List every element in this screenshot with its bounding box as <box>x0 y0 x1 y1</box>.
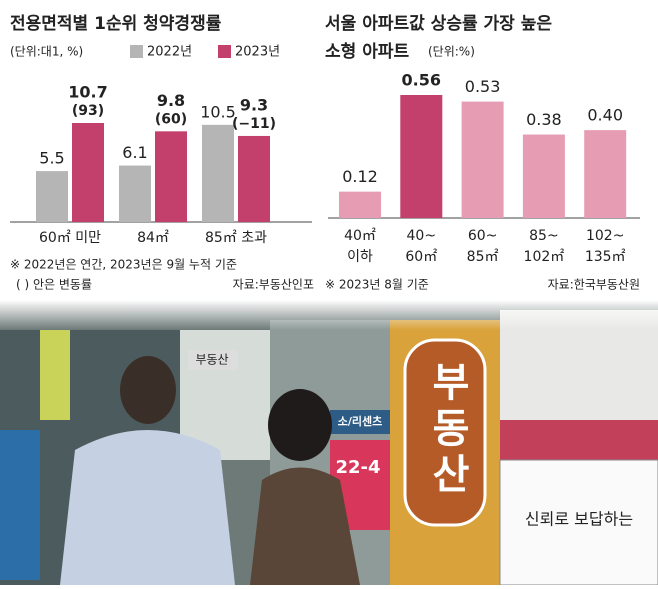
photo-sign: 22-4 <box>335 457 380 478</box>
source: 자료:한국부동산원 <box>548 278 640 292</box>
change-label: (93) <box>72 103 104 119</box>
x-tick-label: 이하 <box>347 249 373 265</box>
legend-label: 2022년 <box>147 45 192 60</box>
bar <box>155 131 187 222</box>
note: ※ 2022년은 연간, 2023년은 9월 누적 기준 <box>10 258 237 272</box>
photo-sign: 소/리센츠 <box>338 414 383 428</box>
bar <box>36 171 68 222</box>
photo-sign: 신뢰로 보답하는 <box>525 510 633 529</box>
x-tick-label: 85㎡ 초과 <box>205 230 267 246</box>
value-label: 9.8 <box>157 91 185 110</box>
bar <box>119 165 151 222</box>
x-tick-label: 85~ <box>529 228 559 244</box>
value-label: 0.53 <box>465 77 501 96</box>
bar <box>72 123 104 222</box>
x-tick-label: 60~ <box>468 228 498 244</box>
x-tick-label: 60㎡ 미만 <box>39 230 101 246</box>
chart-title: 서울 아파트값 상승률 가장 높은 <box>325 14 552 34</box>
value-label: 10.7 <box>68 83 107 102</box>
value-label: 6.1 <box>122 143 147 162</box>
photo <box>0 300 658 586</box>
legend-swatch <box>218 45 231 58</box>
bar <box>400 95 443 218</box>
value-label: 0.38 <box>526 110 562 129</box>
x-tick-label: 135㎡ <box>585 249 626 265</box>
unit: (단위:%) <box>428 45 475 59</box>
x-tick-label: 102㎡ <box>524 249 565 265</box>
legend-label: 2023년 <box>235 45 280 60</box>
chart-title: 소형 아파트 <box>325 41 409 62</box>
change-label: (60) <box>155 111 187 127</box>
change-label: (−11) <box>232 116 276 132</box>
bar <box>339 191 381 218</box>
value-label: 5.5 <box>39 149 64 168</box>
value-label: 0.56 <box>402 71 441 90</box>
x-tick-label: 40㎡ <box>344 228 376 244</box>
note: ( ) 안은 변동률 <box>16 278 92 292</box>
note: ※ 2023년 8월 기준 <box>325 278 429 292</box>
x-tick-label: 102~ <box>586 228 624 244</box>
value-label: 0.40 <box>587 106 623 125</box>
value-label: 10.5 <box>200 102 236 121</box>
bar <box>522 134 565 218</box>
value-label: 9.3 <box>240 95 268 114</box>
photo-sign: 부동산 <box>195 353 228 367</box>
bar <box>238 135 270 222</box>
unit: (단위:대1, %) <box>10 45 83 59</box>
photo-sign: 부동산 <box>424 361 470 499</box>
chart-title: 전용면적별 1순위 청약경쟁률 <box>10 13 222 34</box>
bar <box>584 130 627 218</box>
value-label: 0.12 <box>342 167 378 186</box>
legend-swatch <box>130 45 143 58</box>
bar <box>461 101 504 218</box>
source: 자료:부동산인포 <box>233 278 314 292</box>
x-tick-label: 60㎡ <box>405 249 437 265</box>
x-tick-label: 85㎡ <box>467 249 499 265</box>
x-tick-label: 84㎡ <box>137 230 169 246</box>
x-tick-label: 40~ <box>407 228 437 244</box>
bar <box>202 124 234 222</box>
